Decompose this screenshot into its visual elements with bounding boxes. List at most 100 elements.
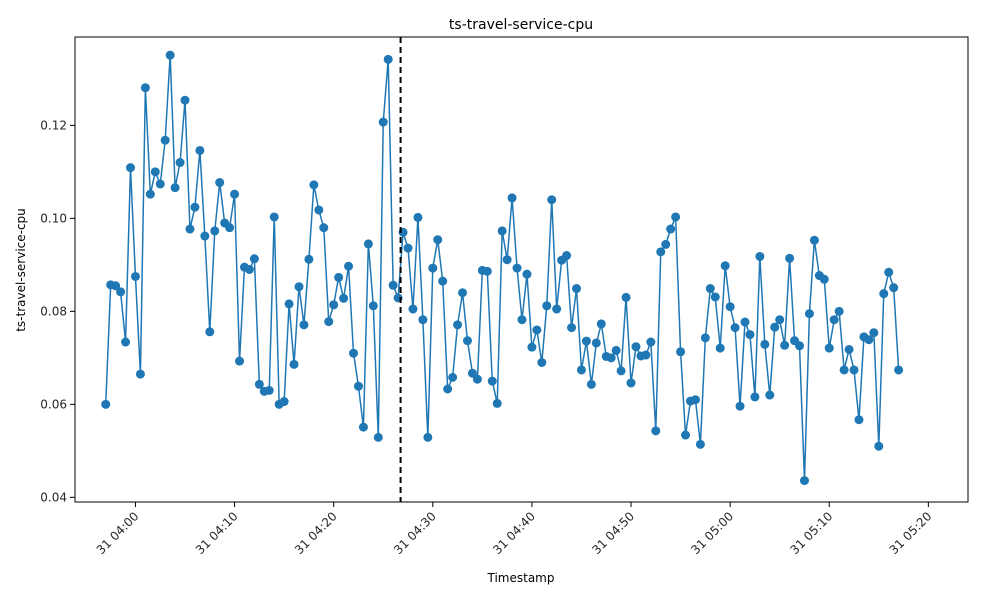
x-tick-label: 31 04:20 [292,509,340,557]
y-tick-label: 0.12 [40,118,67,132]
data-point [215,178,225,188]
data-point [849,365,859,375]
data-point [864,335,874,345]
data-point [126,163,135,173]
x-tick-label: 31 05:20 [887,509,935,557]
data-point [596,319,606,329]
series-line [104,55,900,481]
data-point [344,261,354,271]
data-point [467,368,477,378]
data-point [497,226,507,236]
data-point [433,235,443,245]
data-point [373,432,383,442]
data-point [517,315,527,325]
data-point [676,347,686,357]
data-point [482,266,492,276]
data-point [339,293,349,303]
y-tick-label: 0.06 [40,397,67,411]
data-point [413,212,423,222]
data-point [507,193,517,203]
data-point [572,284,582,294]
data-point [621,292,631,302]
data-point [705,284,715,294]
x-tick-label: 31 04:40 [490,509,538,557]
data-point [631,342,641,352]
data-point [527,342,537,352]
x-tick-label: 31 05:10 [788,509,836,557]
data-point [205,327,215,337]
data-point [299,320,309,330]
data-point [428,263,438,273]
data-point [244,265,254,274]
data-point [462,336,472,346]
data-point [760,339,770,349]
plot-frame [74,36,969,503]
data-point [492,398,502,408]
data-point [314,205,324,215]
data-point [586,379,596,389]
y-axis-label: ts-travel-service-cpu [14,208,28,332]
data-point [334,272,344,282]
data-point [839,365,849,375]
data-point [799,476,809,486]
data-point [358,422,368,432]
data-point [363,239,373,249]
data-point [111,281,121,291]
data-point [795,341,805,351]
data-point [591,338,601,348]
data-point [155,179,165,189]
data-point [458,288,468,298]
data-point [324,317,334,327]
data-point [423,432,433,442]
data-point [160,135,170,145]
data-point [195,145,205,155]
data-point [309,180,319,190]
data-point [562,251,572,261]
data-point [616,366,626,376]
x-tick-label: 31 05:00 [688,509,736,557]
data-point [552,304,562,314]
data-point [388,280,398,290]
data-point [190,202,200,212]
data-point [785,253,795,263]
data-point [225,223,235,233]
data-point [879,289,889,299]
data-point [690,395,700,405]
x-tick-label: 31 04:00 [94,509,142,557]
data-point [819,274,829,284]
data-point [869,328,879,338]
data-point [487,376,497,386]
y-axis: 0.04 0.06 0.08 0.10 0.12 [40,118,75,504]
data-point [378,117,388,127]
data-point [894,365,904,375]
data-point [720,261,730,271]
plot-area [101,37,904,502]
data-point [542,301,552,311]
data-point [121,337,131,347]
data-point [453,320,463,330]
data-point [383,54,393,64]
data-point [130,271,140,281]
data-point [170,183,180,193]
data-point [780,340,790,350]
data-point [294,282,304,292]
data-point [165,50,175,60]
data-point [329,300,339,310]
data-point [418,315,428,325]
data-point [824,343,834,353]
data-point [368,301,378,311]
data-point [775,315,785,325]
data-point [264,385,274,395]
data-point [809,235,819,245]
x-tick-label: 31 04:10 [193,509,241,557]
data-point [730,323,740,333]
data-point [626,378,636,388]
data-point [289,359,299,369]
data-point [884,267,894,277]
data-point [249,254,259,264]
y-tick-label: 0.04 [40,490,67,504]
data-point [254,379,264,389]
data-point [834,306,844,316]
data-point [269,212,279,222]
data-point [567,323,577,333]
